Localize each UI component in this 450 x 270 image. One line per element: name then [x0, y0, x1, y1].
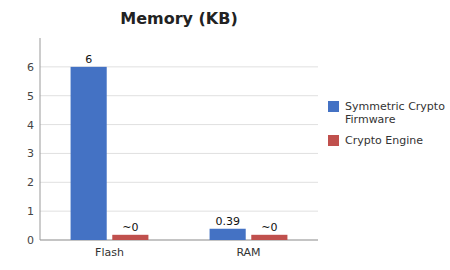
- legend-label: Symmetric Crypto Firmware: [345, 100, 445, 126]
- y-tick-label: 5: [27, 90, 34, 103]
- bar: [210, 229, 246, 240]
- legend-swatch: [328, 135, 339, 146]
- data-label: 0.39: [215, 215, 240, 228]
- bars: [71, 67, 288, 240]
- legend-item: Crypto Engine: [328, 134, 446, 147]
- y-tick-label: 1: [27, 205, 34, 218]
- y-tick-label: 4: [27, 119, 34, 132]
- y-tick-label: 3: [27, 147, 34, 160]
- data-label: 6: [85, 53, 92, 66]
- bar: [112, 235, 148, 240]
- y-tick-label: 0: [27, 234, 34, 247]
- y-tick-label: 2: [27, 176, 34, 189]
- bar: [251, 235, 287, 240]
- y-tick-label: 6: [27, 61, 34, 74]
- data-label: ~0: [122, 221, 138, 234]
- bar: [71, 67, 107, 240]
- title: Memory (KB): [120, 9, 238, 28]
- y-axis: [40, 38, 41, 240]
- legend-label: Crypto Engine: [345, 134, 423, 147]
- x-tick-label: Flash: [95, 246, 124, 259]
- legend-swatch: [328, 101, 339, 112]
- legend-item: Symmetric Crypto Firmware: [328, 100, 446, 126]
- x-tick-label: RAM: [236, 246, 260, 259]
- legend: Symmetric Crypto Firmware Crypto Engine: [328, 100, 446, 155]
- data-label: ~0: [261, 221, 277, 234]
